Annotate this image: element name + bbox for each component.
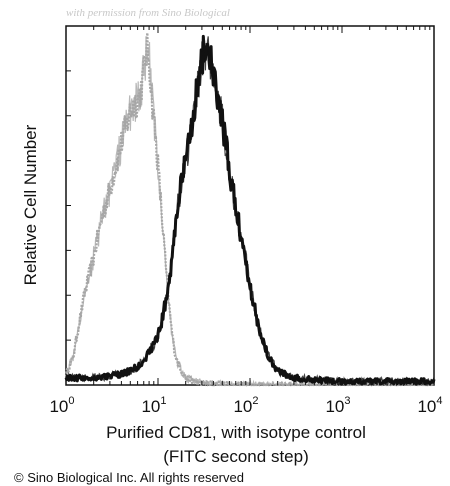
series-cd81 [64,34,436,386]
x-tick-label: 102 [233,395,258,416]
y-axis-label: Relative Cell Number [21,124,40,285]
x-axis-label-line-1: Purified CD81, with isotype control [106,423,366,442]
series-isotype-control [64,31,435,387]
series-isotype-control-texture [65,36,435,388]
x-tick-label: 104 [417,395,442,416]
x-axis-label-line-2: (FITC second step) [163,447,309,466]
watermark: with permission from Sino Biological [66,7,230,19]
x-tick-label: 101 [141,395,166,416]
series-layer [64,31,436,388]
x-tick-label: 100 [49,395,74,416]
x-axis: 100 101 102 103 104 [49,25,443,416]
series-cd81-texture [65,36,435,387]
plot-frame [65,25,435,386]
copyright-notice: © Sino Biological Inc. All rights reserv… [14,470,244,485]
x-tick-label: 103 [325,395,350,416]
